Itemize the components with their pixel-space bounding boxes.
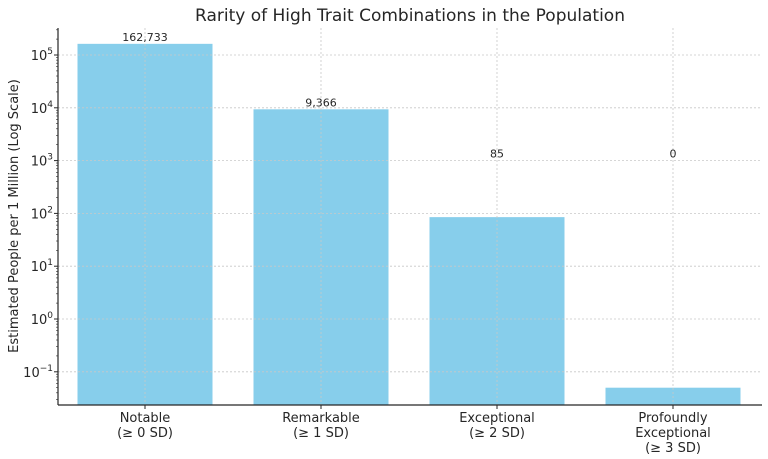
- y-tick-label: 101: [31, 258, 53, 275]
- x-axis-ticks: Notable(≥ 0 SD) Remarkable(≥ 1 SD) Excepti…: [117, 405, 711, 456]
- y-tick-label: 102: [31, 205, 53, 222]
- x-category-label: Remarkable: [282, 411, 360, 426]
- x-category-label: (≥ 1 SD): [293, 426, 349, 441]
- x-category-label: Profoundly: [638, 411, 707, 426]
- bar-value-label: 85: [490, 148, 504, 161]
- y-tick-label: 104: [31, 100, 54, 117]
- x-category-label: (≥ 0 SD): [117, 426, 173, 441]
- x-category-label: Exceptional: [459, 411, 535, 426]
- x-category-label: (≥ 2 SD): [469, 426, 525, 441]
- y-tick-label: 103: [31, 153, 53, 170]
- bar-value-label: 9,366: [305, 96, 337, 109]
- chart-title: Rarity of High Trait Combinations in the…: [195, 6, 625, 26]
- grid-lines: [58, 28, 762, 405]
- x-category-label: (≥ 3 SD): [645, 441, 701, 456]
- bar-value-labels: 162,733 9,366 85 0: [122, 31, 676, 161]
- y-axis-ticks: 10−1 100 101 102 103 104 105: [23, 29, 58, 400]
- bars: [77, 43, 741, 406]
- y-axis-label: Estimated People per 1 Million (Log Scal…: [7, 79, 22, 353]
- y-tick-label: 10−1: [23, 364, 53, 381]
- y-tick-label: 105: [31, 47, 53, 64]
- bar-value-label: 162,733: [122, 31, 168, 44]
- x-category-label: Exceptional: [635, 426, 711, 441]
- y-tick-label: 100: [31, 311, 54, 328]
- x-category-label: Notable: [120, 411, 171, 426]
- axes: [57, 28, 762, 406]
- bar-value-label: 0: [670, 148, 677, 161]
